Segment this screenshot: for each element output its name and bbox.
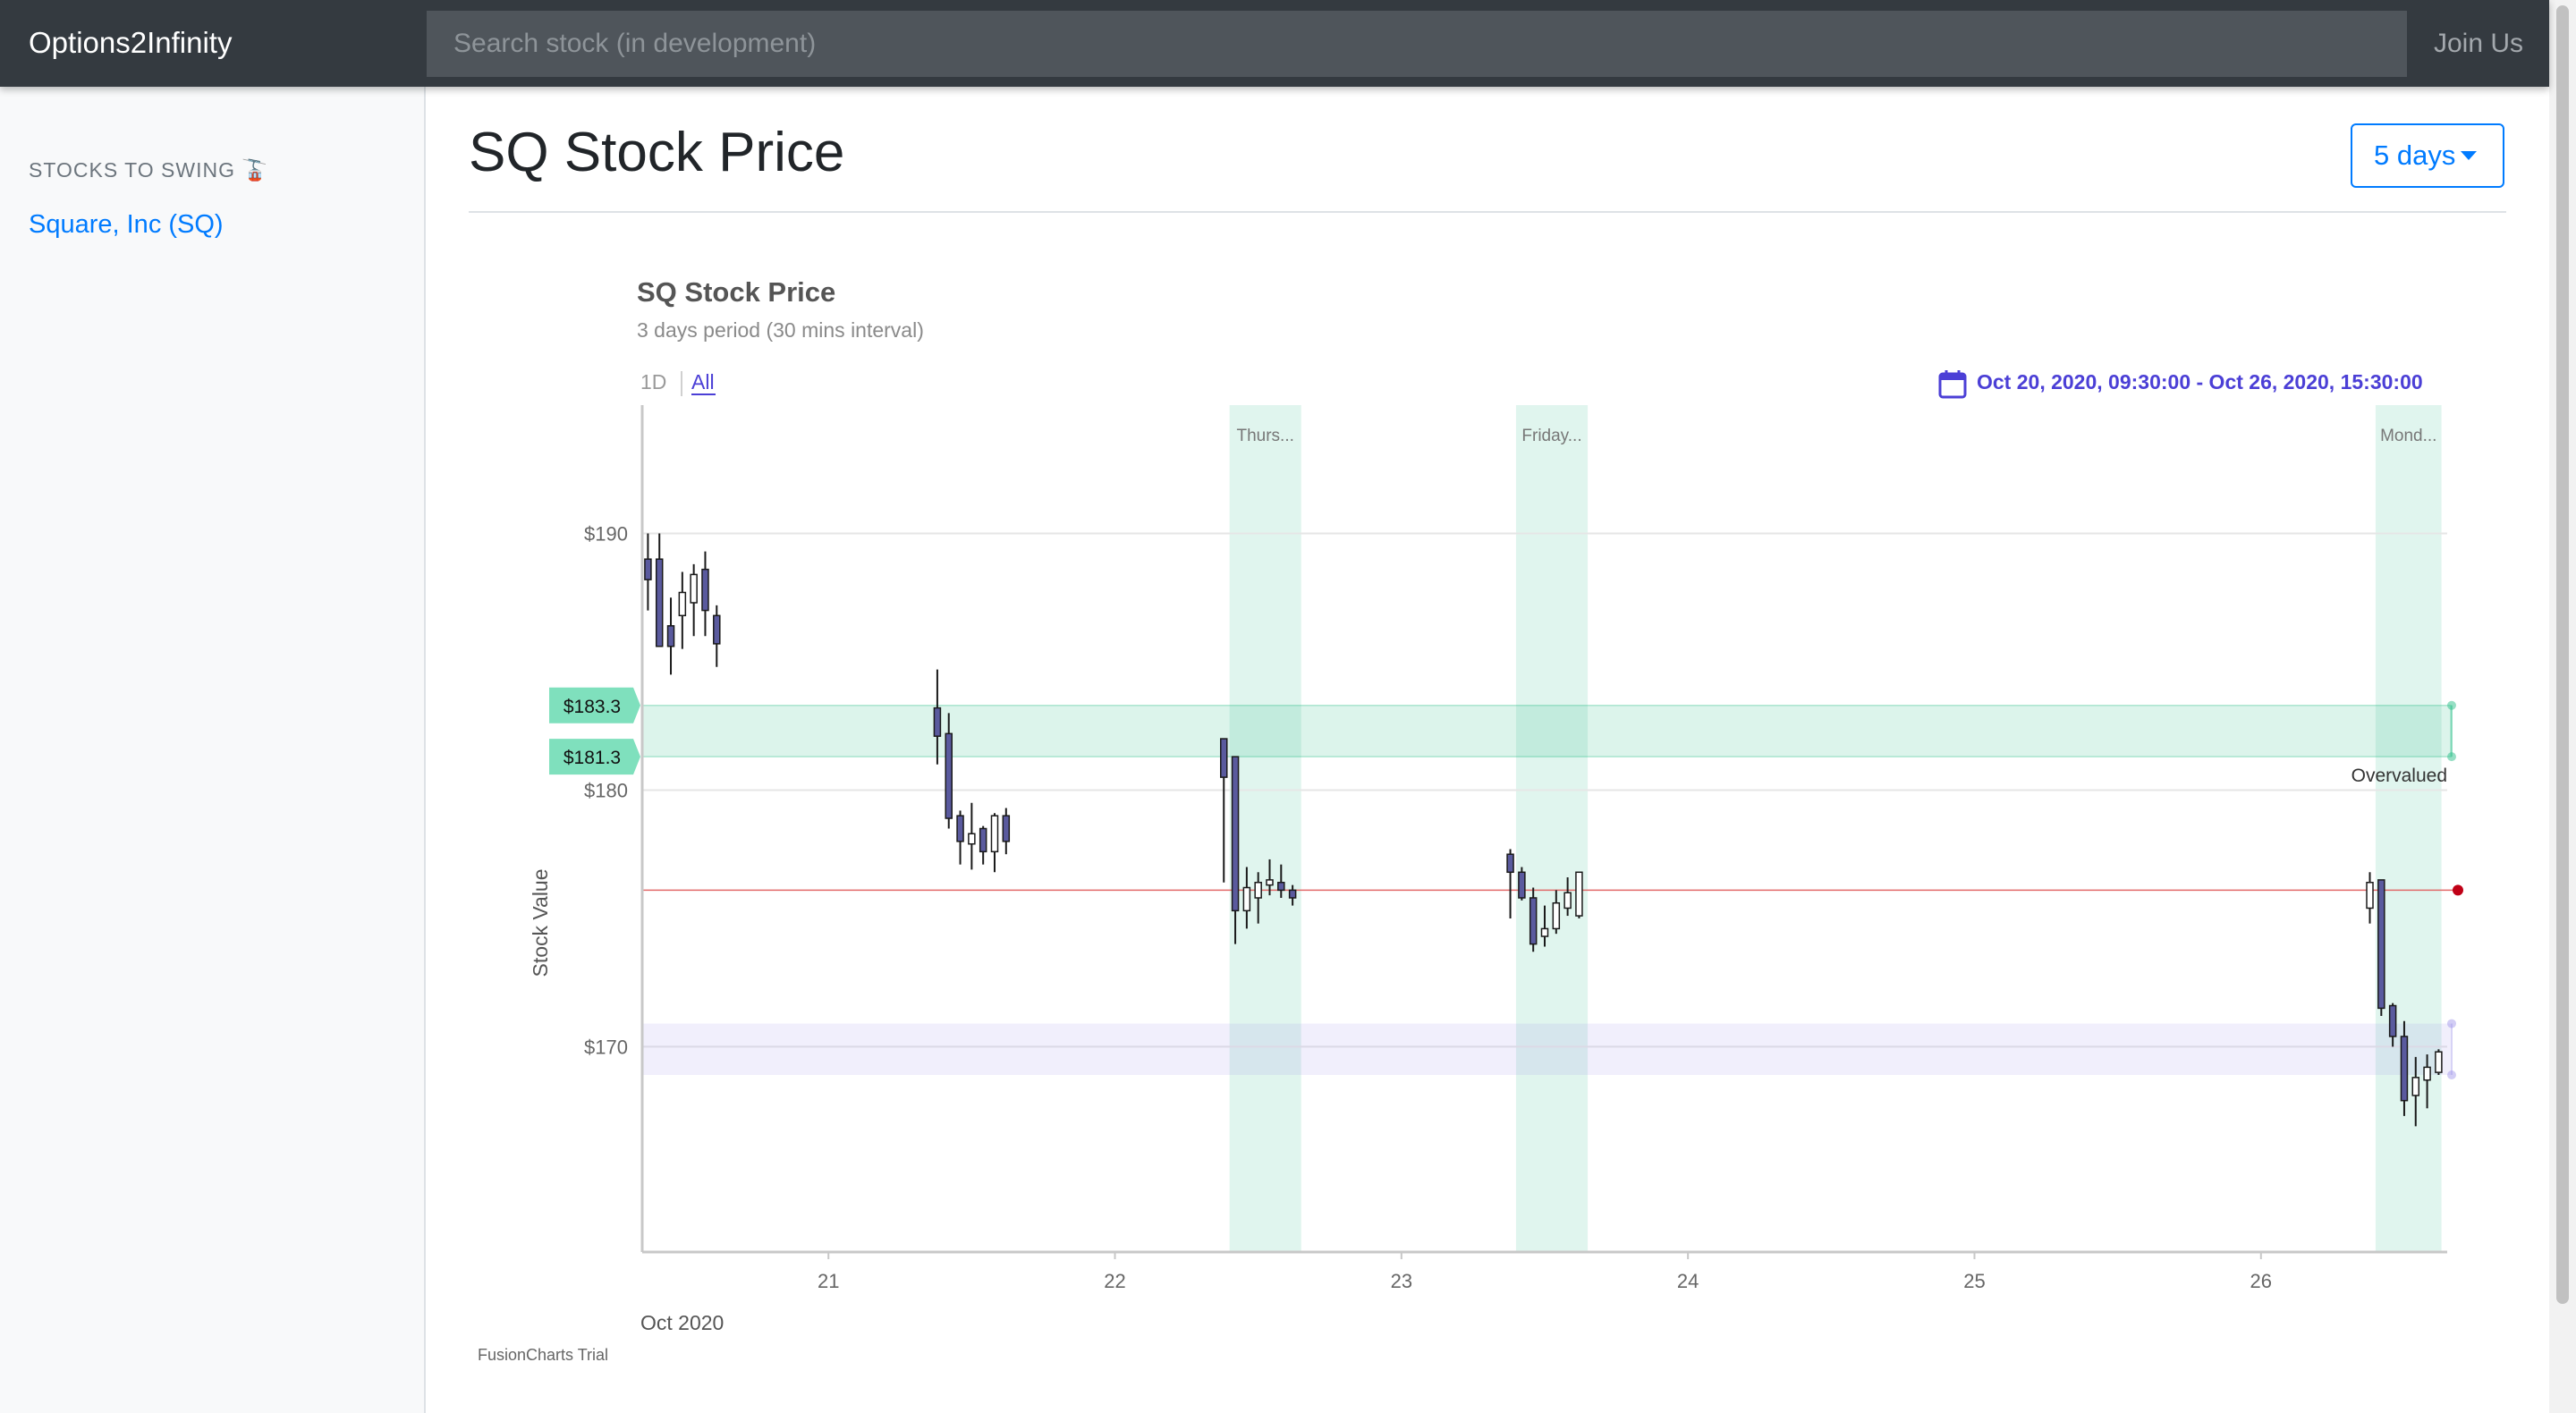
chart-subtitle: 3 days period (30 mins interval) [637,318,924,342]
chart-date-range[interactable]: Oct 20, 2020, 09:30:00 - Oct 26, 2020, 1… [1977,370,2423,393]
top-navbar: Options2Infinity Join Us [0,0,2549,87]
candle-body [1552,901,1561,930]
candle-body [979,827,987,853]
candle-body [2366,882,2374,910]
page-scrollbar[interactable] [2549,0,2576,1413]
candle-body [1540,927,1549,937]
candle-body [1563,892,1572,910]
x-tick-label: 25 [1963,1270,1985,1292]
chart-plot-area: Thurs... Friday... Mond... $190 $180 $170 Over… [549,405,2463,1292]
candle-body [713,614,721,645]
sidebar: STOCKS TO SWING 🚡 Square, Inc (SQ) [0,87,426,1413]
candle-body [2411,1077,2420,1096]
band-value-label: $183.3 [564,697,621,717]
sidebar-heading: STOCKS TO SWING 🚡 [29,158,269,182]
overvalued-band [641,705,2452,757]
sidebar-item-square[interactable]: Square, Inc (SQ) [29,210,224,239]
scrollbar-thumb[interactable] [2556,5,2569,1304]
stock-price-chart: SQ Stock Price 3 days period (30 mins in… [478,276,2463,1364]
x-axis-month-label: Oct 2020 [640,1311,724,1334]
candle-body [655,558,664,647]
support-band-handle [2447,1019,2456,1028]
y-tick-label: $170 [584,1036,628,1058]
chart-title: SQ Stock Price [637,276,835,308]
candle-body [1288,889,1297,899]
candle-body [1242,886,1251,912]
candle-body [933,706,942,737]
x-tick-label: 24 [1677,1270,1699,1292]
y-tick-label: $180 [584,779,628,801]
candle-body [2435,1051,2443,1073]
candle-body [1219,738,1228,778]
day-band [2375,405,2442,1252]
day-band-label: Friday... [1521,427,1581,445]
candle-body [1575,871,1583,917]
x-tick-label: 22 [1104,1270,1125,1292]
reference-marker [2453,884,2463,896]
candle-body [644,558,652,580]
support-band-handle [2447,1070,2456,1079]
support-band [642,1023,2451,1075]
candle-body [1518,871,1526,899]
y-axis-title: Stock Value [529,868,552,977]
day-band [1515,405,1589,1252]
range-button-all[interactable]: All [691,370,715,393]
candle-body [666,625,675,647]
day-band [1229,405,1301,1252]
period-selected-label: 5 days [2374,140,2456,171]
band-value-tag [549,739,640,775]
title-divider [469,211,2506,213]
candle-body [690,573,698,604]
period-dropdown-button[interactable]: 5 days [2351,123,2504,188]
page-title: SQ Stock Price [469,122,845,183]
candle-body [678,591,687,617]
x-tick-label: 23 [1391,1270,1412,1292]
candle-body [990,815,999,853]
candle-body [1506,853,1514,874]
day-band-label: Mond... [2380,427,2436,445]
candle-body [1231,756,1240,912]
candle-body [2388,1004,2397,1037]
range-button-1d[interactable]: 1D [640,370,666,393]
overvalued-label: Overvalued [2351,766,2447,786]
candle-body [2400,1036,2409,1102]
calendar-icon[interactable] [1938,370,1967,399]
y-tick-label: $190 [584,522,628,545]
caret-down-icon [2461,150,2478,160]
fusioncharts-watermark: FusionCharts Trial [478,1346,608,1364]
day-band-label: Thurs... [1236,427,1293,445]
candle-body [956,815,964,842]
candle-body [1529,897,1538,945]
main-content: SQ Stock Price 5 days SQ Stock Price 3 d… [426,87,2549,1413]
candle-body [1277,882,1285,892]
candle-body [1002,815,1011,842]
x-tick-label: 26 [2250,1270,2272,1292]
candle-body [1254,882,1262,899]
candle-body [968,833,976,845]
band-value-label: $181.3 [564,748,621,768]
join-us-link[interactable]: Join Us [2434,29,2524,58]
candle-body [2377,879,2385,1010]
candle-body [945,732,953,819]
brand-logo[interactable]: Options2Infinity [29,26,233,59]
band-value-tag [549,687,640,723]
candle-body [2423,1066,2431,1081]
x-tick-label: 21 [818,1270,839,1292]
candle-body [701,568,709,612]
search-input[interactable] [427,11,2407,77]
candle-body [1266,879,1274,886]
